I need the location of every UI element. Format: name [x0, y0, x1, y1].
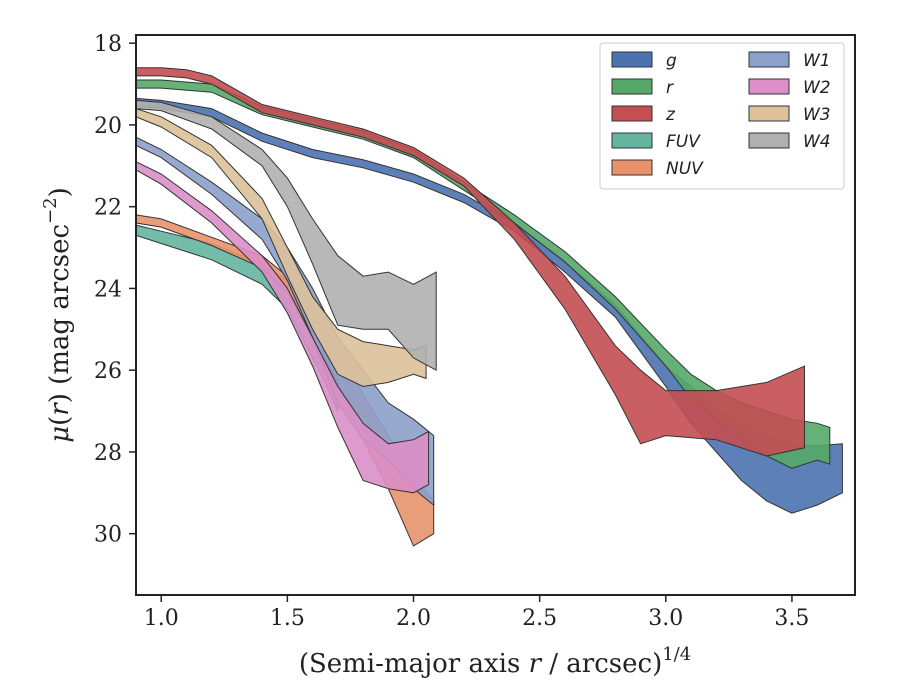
legend-label-z: z [665, 105, 676, 125]
y-tick-label: 26 [94, 359, 122, 384]
y-tick-label: 22 [94, 196, 122, 221]
band-z [136, 67, 805, 457]
legend-label-w3: W3 [803, 105, 831, 125]
band-w2 [136, 161, 430, 494]
plot-frame [135, 34, 856, 596]
x-tick-label: 1.0 [144, 606, 179, 631]
band-nuv [136, 214, 435, 547]
legend: grz FUV NUV W1 W2 W3 W4 [599, 42, 845, 190]
legend-swatch-nuv [611, 159, 653, 176]
legend-label-w1: W1 [803, 51, 831, 71]
legend-swatch-r [611, 78, 653, 95]
y-tick-label: 18 [94, 32, 122, 57]
legend-swatch-w2 [748, 78, 790, 95]
legend-swatch-w4 [748, 132, 790, 149]
band-g [136, 97, 843, 514]
axis-ticks: 1.0 1.5 2.0 2.5 3.0 3.5 18 20 22 24 26 28 30 [94, 32, 809, 631]
y-axis-title: μ(r) (mag arcsec−2) [40, 187, 75, 443]
legend-label-fuv: FUV [666, 132, 701, 152]
legend-label-r: r [666, 78, 674, 98]
y-tick-label: 30 [94, 523, 122, 548]
legend-swatch-w1 [748, 51, 790, 68]
legend-swatch-g [611, 51, 653, 68]
legend-swatch-fuv [611, 132, 653, 149]
legend-label-nuv: NUV [666, 159, 704, 179]
y-tick-label: 24 [94, 277, 122, 302]
legend-label-g: g [666, 51, 677, 71]
legend-swatch-w3 [748, 105, 790, 122]
x-tick-label: 2.0 [396, 606, 431, 631]
x-tick-label: 1.5 [270, 606, 305, 631]
profile-bands [136, 67, 843, 547]
x-tick-label: 3.0 [648, 606, 683, 631]
legend-swatch-z [611, 105, 653, 122]
band-w4 [136, 99, 437, 372]
legend-label-w2: W2 [803, 78, 831, 98]
x-tick-label: 3.5 [774, 606, 809, 631]
y-tick-label: 28 [94, 441, 122, 466]
legend-label-w4: W4 [803, 132, 831, 152]
x-tick-label: 2.5 [522, 606, 557, 631]
x-axis-title: (Semi-major axis r / arcsec)1/4 [299, 644, 691, 679]
y-tick-label: 20 [94, 114, 122, 139]
band-w3 [136, 108, 427, 388]
